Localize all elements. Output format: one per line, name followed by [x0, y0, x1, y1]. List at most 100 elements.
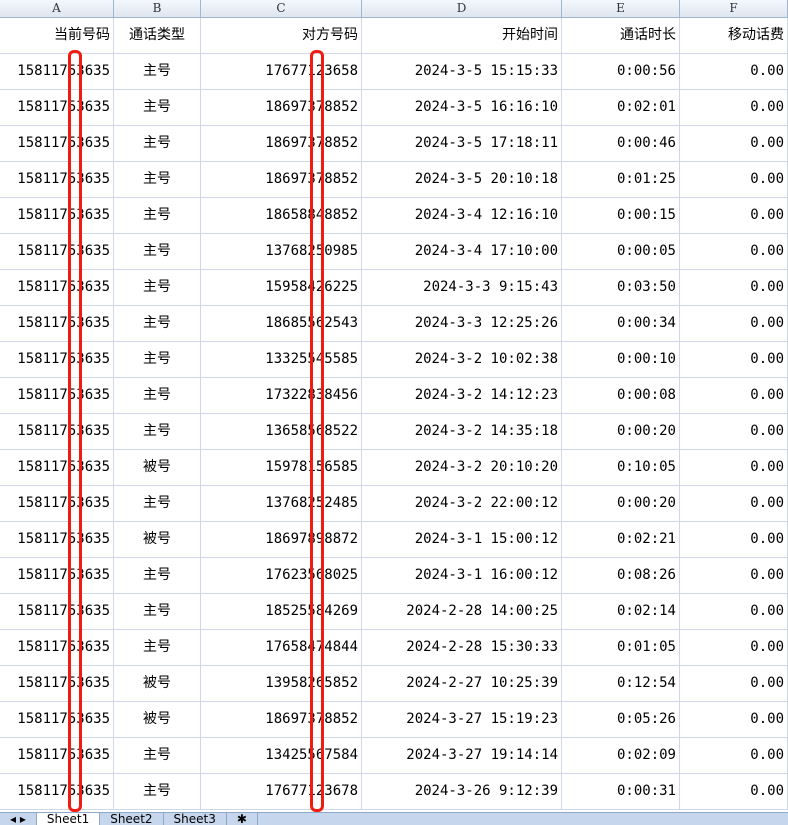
table-cell[interactable]: 主号	[114, 126, 201, 161]
table-cell[interactable]: 15811753635	[0, 414, 114, 449]
table-cell[interactable]: 2024-3-3 12:25:26	[362, 306, 562, 341]
table-cell[interactable]: 2024-3-3 9:15:43	[362, 270, 562, 305]
table-cell[interactable]: 18697378852	[201, 126, 362, 161]
table-cell[interactable]: 0.00	[680, 594, 788, 629]
table-cell[interactable]: 0:00:46	[562, 126, 680, 161]
table-cell[interactable]: 0:00:08	[562, 378, 680, 413]
table-cell[interactable]: 主号	[114, 234, 201, 269]
table-cell[interactable]: 17677123678	[201, 774, 362, 809]
header-cell[interactable]: 对方号码	[201, 18, 362, 53]
table-cell[interactable]: 0.00	[680, 774, 788, 809]
table-cell[interactable]: 主号	[114, 270, 201, 305]
table-cell[interactable]: 15811753635	[0, 666, 114, 701]
table-cell[interactable]: 0:00:31	[562, 774, 680, 809]
table-cell[interactable]: 13658568522	[201, 414, 362, 449]
table-cell[interactable]: 17658474844	[201, 630, 362, 665]
table-cell[interactable]: 2024-3-4 12:16:10	[362, 198, 562, 233]
column-header-e[interactable]: E	[562, 0, 680, 17]
table-cell[interactable]: 15978156585	[201, 450, 362, 485]
table-cell[interactable]: 0.00	[680, 486, 788, 521]
table-cell[interactable]: 18658848852	[201, 198, 362, 233]
table-cell[interactable]: 0:02:21	[562, 522, 680, 557]
table-cell[interactable]: 0.00	[680, 378, 788, 413]
tab-sheet3[interactable]: Sheet3	[164, 813, 227, 825]
table-cell[interactable]: 主号	[114, 486, 201, 521]
table-cell[interactable]: 2024-3-2 20:10:20	[362, 450, 562, 485]
table-cell[interactable]: 2024-3-2 10:02:38	[362, 342, 562, 377]
table-cell[interactable]: 15811753635	[0, 234, 114, 269]
table-cell[interactable]: 13425567584	[201, 738, 362, 773]
table-cell[interactable]: 2024-3-27 15:19:23	[362, 702, 562, 737]
table-cell[interactable]: 17677123658	[201, 54, 362, 89]
table-cell[interactable]: 0:02:01	[562, 90, 680, 125]
table-cell[interactable]: 18697898872	[201, 522, 362, 557]
table-cell[interactable]: 18697378852	[201, 90, 362, 125]
table-cell[interactable]: 0.00	[680, 666, 788, 701]
table-cell[interactable]: 0.00	[680, 414, 788, 449]
table-cell[interactable]: 0.00	[680, 522, 788, 557]
table-cell[interactable]: 13325545585	[201, 342, 362, 377]
table-cell[interactable]: 15811753635	[0, 630, 114, 665]
table-cell[interactable]: 0:12:54	[562, 666, 680, 701]
table-cell[interactable]: 15811753635	[0, 306, 114, 341]
table-cell[interactable]: 15811753635	[0, 162, 114, 197]
table-cell[interactable]: 15811753635	[0, 270, 114, 305]
table-cell[interactable]: 0:00:56	[562, 54, 680, 89]
table-cell[interactable]: 15811753635	[0, 594, 114, 629]
table-cell[interactable]: 主号	[114, 630, 201, 665]
table-cell[interactable]: 2024-3-5 20:10:18	[362, 162, 562, 197]
header-cell[interactable]: 移动话费	[680, 18, 788, 53]
table-cell[interactable]: 被号	[114, 702, 201, 737]
table-cell[interactable]: 0.00	[680, 198, 788, 233]
table-cell[interactable]: 15811753635	[0, 522, 114, 557]
column-header-f[interactable]: F	[680, 0, 788, 17]
table-cell[interactable]: 0:03:50	[562, 270, 680, 305]
table-cell[interactable]: 2024-3-5 15:15:33	[362, 54, 562, 89]
table-cell[interactable]: 15811753635	[0, 198, 114, 233]
table-cell[interactable]: 0:02:09	[562, 738, 680, 773]
tab-sheet2[interactable]: Sheet2	[100, 813, 164, 825]
table-cell[interactable]: 17322838456	[201, 378, 362, 413]
column-header-a[interactable]: A	[0, 0, 114, 17]
table-cell[interactable]: 0:05:26	[562, 702, 680, 737]
table-cell[interactable]: 0.00	[680, 126, 788, 161]
table-cell[interactable]: 18697378852	[201, 162, 362, 197]
table-cell[interactable]: 15811753635	[0, 702, 114, 737]
table-cell[interactable]: 主号	[114, 342, 201, 377]
table-cell[interactable]: 主号	[114, 162, 201, 197]
table-cell[interactable]: 主号	[114, 306, 201, 341]
table-cell[interactable]: 主号	[114, 774, 201, 809]
table-cell[interactable]: 0:01:25	[562, 162, 680, 197]
tab-nav-arrows[interactable]: ◂ ▸	[0, 813, 37, 825]
column-header-d[interactable]: D	[362, 0, 562, 17]
table-cell[interactable]: 15811753635	[0, 774, 114, 809]
table-cell[interactable]: 0:00:34	[562, 306, 680, 341]
table-cell[interactable]: 0.00	[680, 450, 788, 485]
table-cell[interactable]: 15811753635	[0, 54, 114, 89]
table-cell[interactable]: 2024-3-26 9:12:39	[362, 774, 562, 809]
table-cell[interactable]: 0:00:20	[562, 414, 680, 449]
table-cell[interactable]: 0.00	[680, 702, 788, 737]
table-cell[interactable]: 2024-3-2 14:35:18	[362, 414, 562, 449]
table-cell[interactable]: 2024-2-27 10:25:39	[362, 666, 562, 701]
table-cell[interactable]: 15811753635	[0, 450, 114, 485]
table-cell[interactable]: 17623568025	[201, 558, 362, 593]
table-cell[interactable]: 2024-3-1 15:00:12	[362, 522, 562, 557]
table-cell[interactable]: 0.00	[680, 270, 788, 305]
table-cell[interactable]: 被号	[114, 666, 201, 701]
table-cell[interactable]: 主号	[114, 54, 201, 89]
table-cell[interactable]: 2024-3-2 14:12:23	[362, 378, 562, 413]
table-cell[interactable]: 0.00	[680, 90, 788, 125]
table-cell[interactable]: 2024-3-4 17:10:00	[362, 234, 562, 269]
table-cell[interactable]: 0.00	[680, 342, 788, 377]
table-cell[interactable]: 18697378852	[201, 702, 362, 737]
table-cell[interactable]: 0.00	[680, 54, 788, 89]
table-cell[interactable]: 15811753635	[0, 342, 114, 377]
table-cell[interactable]: 0:08:26	[562, 558, 680, 593]
table-cell[interactable]: 0.00	[680, 162, 788, 197]
table-cell[interactable]: 2024-3-5 16:16:10	[362, 90, 562, 125]
header-cell[interactable]: 当前号码	[0, 18, 114, 53]
table-cell[interactable]: 2024-2-28 14:00:25	[362, 594, 562, 629]
table-cell[interactable]: 15811753635	[0, 378, 114, 413]
table-cell[interactable]: 15811753635	[0, 486, 114, 521]
